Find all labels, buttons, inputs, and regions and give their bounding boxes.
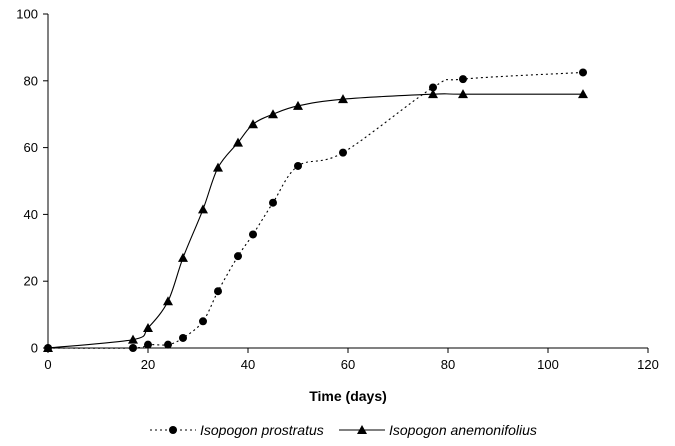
series-1-point: [179, 333, 187, 342]
legend-marker-2: [357, 425, 367, 434]
y-tick-label: 80: [24, 73, 38, 88]
series-1-line: [47, 71, 584, 349]
series-2-point: [338, 94, 348, 104]
series-1-point: [199, 317, 207, 326]
series-1-point: [164, 340, 172, 349]
series-1-point: [579, 68, 587, 77]
series-2-point: [178, 252, 188, 262]
series-2-point: [233, 137, 243, 147]
series-1-point: [459, 75, 467, 84]
legend: Isopogon prostratus Isopogon anemonifoliu…: [150, 422, 537, 438]
x-tick-label: 60: [341, 357, 355, 372]
x-tick-label: 40: [241, 357, 255, 372]
series-1-point: [214, 287, 222, 296]
legend-label-1: Isopogon prostratus: [200, 422, 324, 438]
x-tick-label: 100: [537, 357, 559, 372]
series-2-point: [198, 204, 208, 214]
x-tick-label: 0: [44, 357, 51, 372]
series-2-point: [268, 109, 278, 119]
series-2-point: [213, 162, 223, 172]
y-tick-label: 60: [24, 140, 38, 155]
series-2-point: [458, 89, 468, 99]
series-2-point: [578, 89, 588, 99]
legend-label-2: Isopogon anemonifolius: [389, 422, 537, 438]
x-tick-label: 120: [637, 357, 659, 372]
series-2-line: [47, 93, 583, 349]
series-2-point: [163, 296, 173, 306]
series-2-point: [248, 119, 258, 129]
y-axis-ticks: 0 20 40 60 80 100: [16, 7, 48, 356]
series-1: [44, 68, 587, 352]
series-1-point: [144, 340, 152, 349]
x-tick-label: 80: [441, 357, 455, 372]
y-tick-label: 40: [24, 207, 38, 222]
y-tick-label: 100: [16, 7, 38, 22]
y-tick-label: 0: [31, 341, 38, 356]
x-axis-ticks: 0 20 40 60 80 100 120: [44, 348, 659, 372]
series-2-point: [143, 322, 153, 332]
legend-marker-1: [169, 426, 177, 434]
series-1-point: [249, 230, 257, 239]
y-tick-label: 20: [24, 274, 38, 289]
series-1-point: [234, 252, 242, 261]
series-1-point: [294, 161, 302, 170]
series-2-point: [128, 334, 138, 344]
series-1-point: [339, 148, 347, 157]
plot-area: [43, 68, 588, 352]
series-2: [43, 89, 588, 352]
x-axis-title: Time (days): [309, 388, 387, 404]
series-2-point: [293, 100, 303, 110]
x-tick-label: 20: [141, 357, 155, 372]
series-2-point: [428, 89, 438, 99]
series-1-point: [269, 198, 277, 207]
series-1-point: [429, 83, 437, 92]
